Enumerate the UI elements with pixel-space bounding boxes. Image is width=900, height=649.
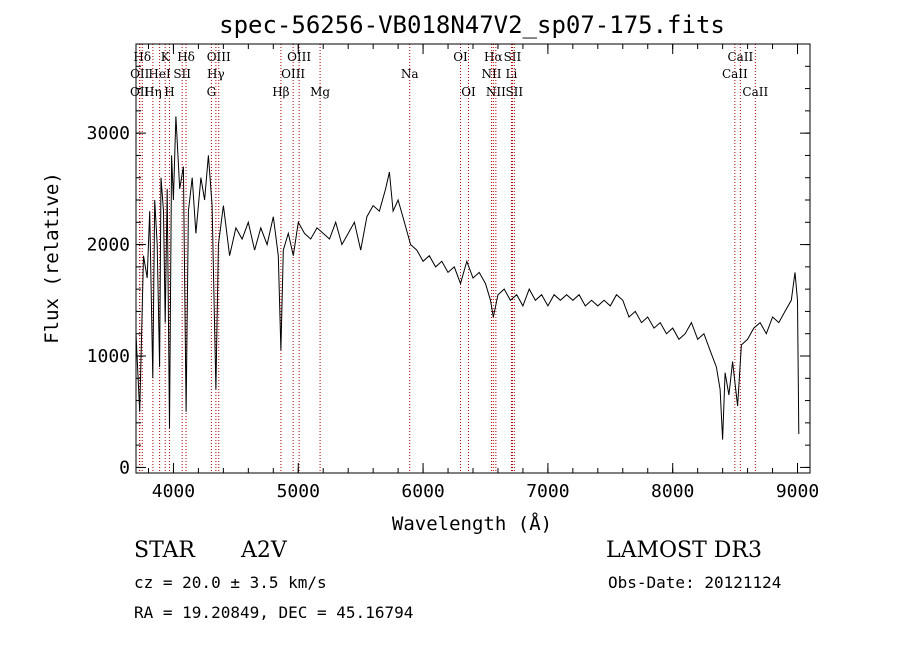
coordinates: RA = 19.20849, DEC = 45.16794 xyxy=(134,603,414,622)
x-tick-label: 6000 xyxy=(401,481,444,502)
survey-name: LAMOST DR3 xyxy=(606,538,762,563)
line-marker-label: SII xyxy=(505,85,523,99)
y-tick-label: 1000 xyxy=(87,346,130,367)
line-marker-label: K xyxy=(161,50,171,64)
line-marker-label: Hγ xyxy=(207,67,225,81)
y-tick-label: 0 xyxy=(119,457,130,478)
obs-date: Obs-Date: 20121124 xyxy=(608,573,782,592)
line-marker-label: G xyxy=(207,85,217,99)
redshift-readout: cz = 20.0 ± 3.5 km/s xyxy=(134,573,327,592)
line-marker-label: CaII xyxy=(742,85,768,99)
line-marker-label: Li xyxy=(506,67,518,81)
x-tick-label: 8000 xyxy=(651,481,694,502)
x-tick-label: 9000 xyxy=(776,481,819,502)
y-tick-label: 3000 xyxy=(87,123,130,144)
line-marker-label: SII xyxy=(173,67,191,81)
line-marker-label: OI xyxy=(453,50,468,64)
line-marker-label: Hδ xyxy=(177,50,195,64)
y-axis-label: Flux (relative) xyxy=(41,172,63,344)
line-marker-label: SII xyxy=(504,50,522,64)
line-marker-label: NII xyxy=(481,67,501,81)
x-tick-label: 7000 xyxy=(526,481,569,502)
line-marker-label: OIII xyxy=(287,50,311,64)
line-marker-label: Hη xyxy=(144,85,162,99)
line-marker-label: CaII xyxy=(727,50,753,64)
plot-frame xyxy=(135,43,811,474)
line-marker-label: OIII xyxy=(207,50,231,64)
x-tick-label: 4000 xyxy=(152,481,195,502)
line-marker-label: HeI xyxy=(148,67,171,81)
x-axis-label: Wavelength (Å) xyxy=(392,512,552,535)
spectrum-line xyxy=(135,116,800,440)
line-marker-label: NII xyxy=(486,85,506,99)
x-tick-label: 5000 xyxy=(277,481,320,502)
line-marker-label: Hδ xyxy=(133,50,151,64)
line-marker-label: Na xyxy=(401,67,419,81)
line-marker-label: OI xyxy=(461,85,476,99)
line-marker-label: Hβ xyxy=(272,85,289,99)
object-class: STAR xyxy=(134,538,195,563)
y-tick-label: 2000 xyxy=(87,235,130,256)
line-marker-label: OII xyxy=(130,85,150,99)
line-marker-label: Hα xyxy=(484,50,503,64)
subclass: A2V xyxy=(241,538,287,563)
line-marker-label: Mg xyxy=(310,85,330,99)
chart-title: spec-56256-VB018N47V2_sp07-175.fits xyxy=(219,11,725,39)
axis-ticks: 4000 5000 6000 7000 8000 9000 0 1000 2000 3000 xyxy=(87,43,819,502)
line-marker-label: H xyxy=(164,85,174,99)
line-marker-label: OIII xyxy=(281,67,305,81)
line-marker-label: CaII xyxy=(722,67,748,81)
